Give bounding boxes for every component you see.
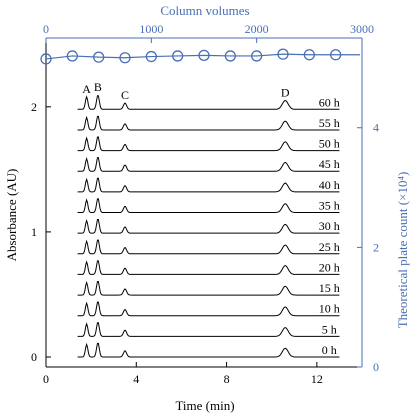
peak-label: C <box>121 88 129 102</box>
trace-label: 45 h <box>319 157 340 171</box>
plate-count-point <box>40 53 52 65</box>
plate-count-point <box>93 51 105 63</box>
chromatogram-trace <box>77 136 340 152</box>
peak-label: A <box>82 82 91 96</box>
trace-label: 0 h <box>322 343 337 357</box>
chromatogram-trace <box>77 157 340 172</box>
x-tick-label: 0 <box>43 372 49 386</box>
chromatogram-trace <box>77 280 340 296</box>
trace-label: 25 h <box>319 240 340 254</box>
x2-tick-label: 0 <box>43 22 49 36</box>
plate-count-point <box>303 49 315 61</box>
y2-tick-label: 2 <box>373 240 379 254</box>
trace-label: 20 h <box>319 260 340 274</box>
x-tick-label: 4 <box>133 372 139 386</box>
plate-count-point <box>172 50 184 62</box>
trace-label: 10 h <box>319 302 340 316</box>
chromatogram-trace <box>77 95 340 110</box>
y-tick-label: 0 <box>31 350 37 364</box>
plate-count-line <box>45 53 360 60</box>
plate-count-series <box>40 48 360 65</box>
chromatogram-trace <box>77 198 340 214</box>
plot-frame <box>45 37 363 368</box>
plate-count-point <box>66 50 78 62</box>
trace-label: 55 h <box>319 116 340 130</box>
right-axis-label: Theoretical plate count (×10⁴) <box>395 172 410 329</box>
plate-count-point <box>277 48 289 60</box>
plate-count-point <box>224 50 236 62</box>
peak-label: B <box>94 80 102 94</box>
x2-tick-label: 3000 <box>350 22 374 36</box>
trace-label: 15 h <box>319 281 340 295</box>
trace-label: 50 h <box>319 137 340 151</box>
chromatogram-trace <box>77 301 340 317</box>
trace-label: 30 h <box>319 219 340 233</box>
chromatogram-trace <box>77 115 340 131</box>
y-axis-label: Absorbance (AU) <box>4 169 19 262</box>
trace-label: 40 h <box>319 178 340 192</box>
plate-count-point <box>251 50 263 62</box>
trace-label: 5 h <box>322 322 337 336</box>
plate-count-point <box>119 52 131 64</box>
x-tick-label: 8 <box>224 372 230 386</box>
x-tick-label: 12 <box>311 372 323 386</box>
top-axis-label: Column volumes <box>160 3 249 18</box>
y-tick-label: 1 <box>31 225 37 239</box>
chromatogram-trace <box>77 322 340 337</box>
peak-label: D <box>281 86 290 100</box>
chromatogram-trace <box>77 260 340 275</box>
trace-label: 35 h <box>319 199 340 213</box>
y2-tick-label: 4 <box>373 121 379 135</box>
chromatogram-trace <box>77 239 340 255</box>
trace-label: 60 h <box>319 95 340 109</box>
x2-tick-label: 2000 <box>245 22 269 36</box>
chromatogram-traces: 0 h 5 h 10 h 15 h 20 h 25 h 30 h 35 h 40 h 45 h 50… <box>77 80 340 358</box>
x2-tick-label: 1000 <box>139 22 163 36</box>
chromatogram-trace <box>77 342 340 358</box>
plate-count-point <box>198 49 210 61</box>
plate-count-point <box>145 50 157 63</box>
chromatogram-trace <box>77 218 340 234</box>
x-axis-label: Time (min) <box>175 398 234 413</box>
chromatogram-trace <box>77 177 340 193</box>
plate-count-point <box>330 49 342 61</box>
y-tick-label: 2 <box>31 100 37 114</box>
y2-tick-label: 0 <box>373 360 379 374</box>
